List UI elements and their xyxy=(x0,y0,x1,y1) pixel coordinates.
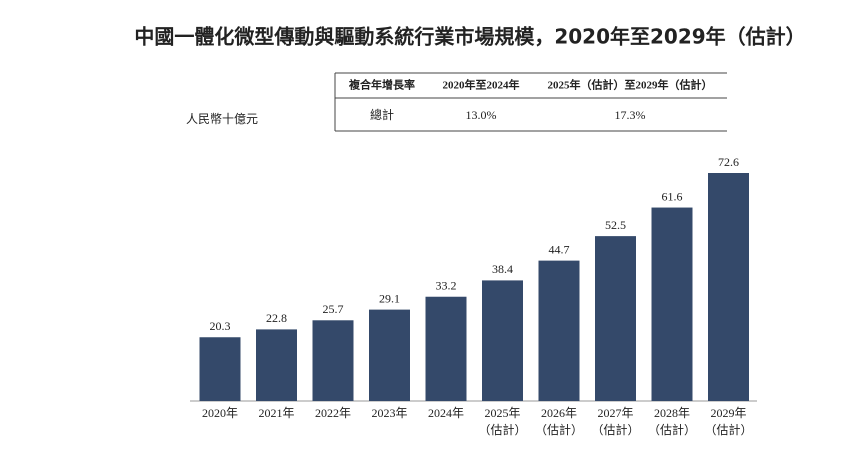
table-header: 複合年增長率 xyxy=(348,78,415,92)
y-axis-label: 人民幣十億元 xyxy=(186,112,258,126)
bar xyxy=(369,309,410,401)
table-cell: 總計 xyxy=(370,107,394,122)
x-tick-label: 2025年 xyxy=(484,406,520,420)
x-tick-label: 2029年 xyxy=(710,406,746,420)
bar xyxy=(425,296,467,401)
x-tick-label: 2028年 xyxy=(654,406,690,420)
x-tick-label: （估計） xyxy=(535,422,583,437)
value-label: 20.3 xyxy=(210,319,231,333)
value-label: 72.6 xyxy=(718,155,739,169)
bar xyxy=(312,320,354,401)
x-tick-label: （估計） xyxy=(648,422,696,437)
x-tick-label: 2020年 xyxy=(202,406,238,420)
table-header: 2020年至2024年 xyxy=(443,78,520,92)
value-label: 44.7 xyxy=(549,242,570,256)
value-label: 22.8 xyxy=(266,311,287,325)
bar xyxy=(538,260,580,401)
value-label: 33.2 xyxy=(436,278,457,292)
x-tick-label: 2023年 xyxy=(371,406,407,420)
value-label: 29.1 xyxy=(379,291,400,305)
value-label: 38.4 xyxy=(492,262,513,276)
x-tick-label: （估計） xyxy=(704,422,752,437)
table-cell: 13.0% xyxy=(466,108,497,122)
table-header: 2025年（估計）至2029年（估計） xyxy=(548,78,713,92)
bar xyxy=(199,337,241,401)
value-label: 52.5 xyxy=(605,218,626,232)
table-cell: 17.3% xyxy=(615,108,646,122)
x-tick-label: 2026年 xyxy=(541,406,577,420)
bar xyxy=(256,329,297,401)
x-tick-label: 2027年 xyxy=(597,406,633,420)
x-tick-label: （估計） xyxy=(478,422,526,437)
value-label: 25.7 xyxy=(323,302,344,316)
bar xyxy=(651,207,693,401)
bar xyxy=(595,236,636,401)
x-tick-label: 2022年 xyxy=(315,406,351,420)
x-tick-label: 2024年 xyxy=(428,406,464,420)
bar xyxy=(482,280,523,401)
x-tick-label: （估計） xyxy=(591,422,639,437)
bar xyxy=(708,173,749,401)
x-tick-label: 2021年 xyxy=(258,406,294,420)
value-label: 61.6 xyxy=(662,189,683,203)
chart-title: 中國一體化微型傳動與驅動系統行業市場規模，2020年至2029年（估計） xyxy=(134,25,805,49)
